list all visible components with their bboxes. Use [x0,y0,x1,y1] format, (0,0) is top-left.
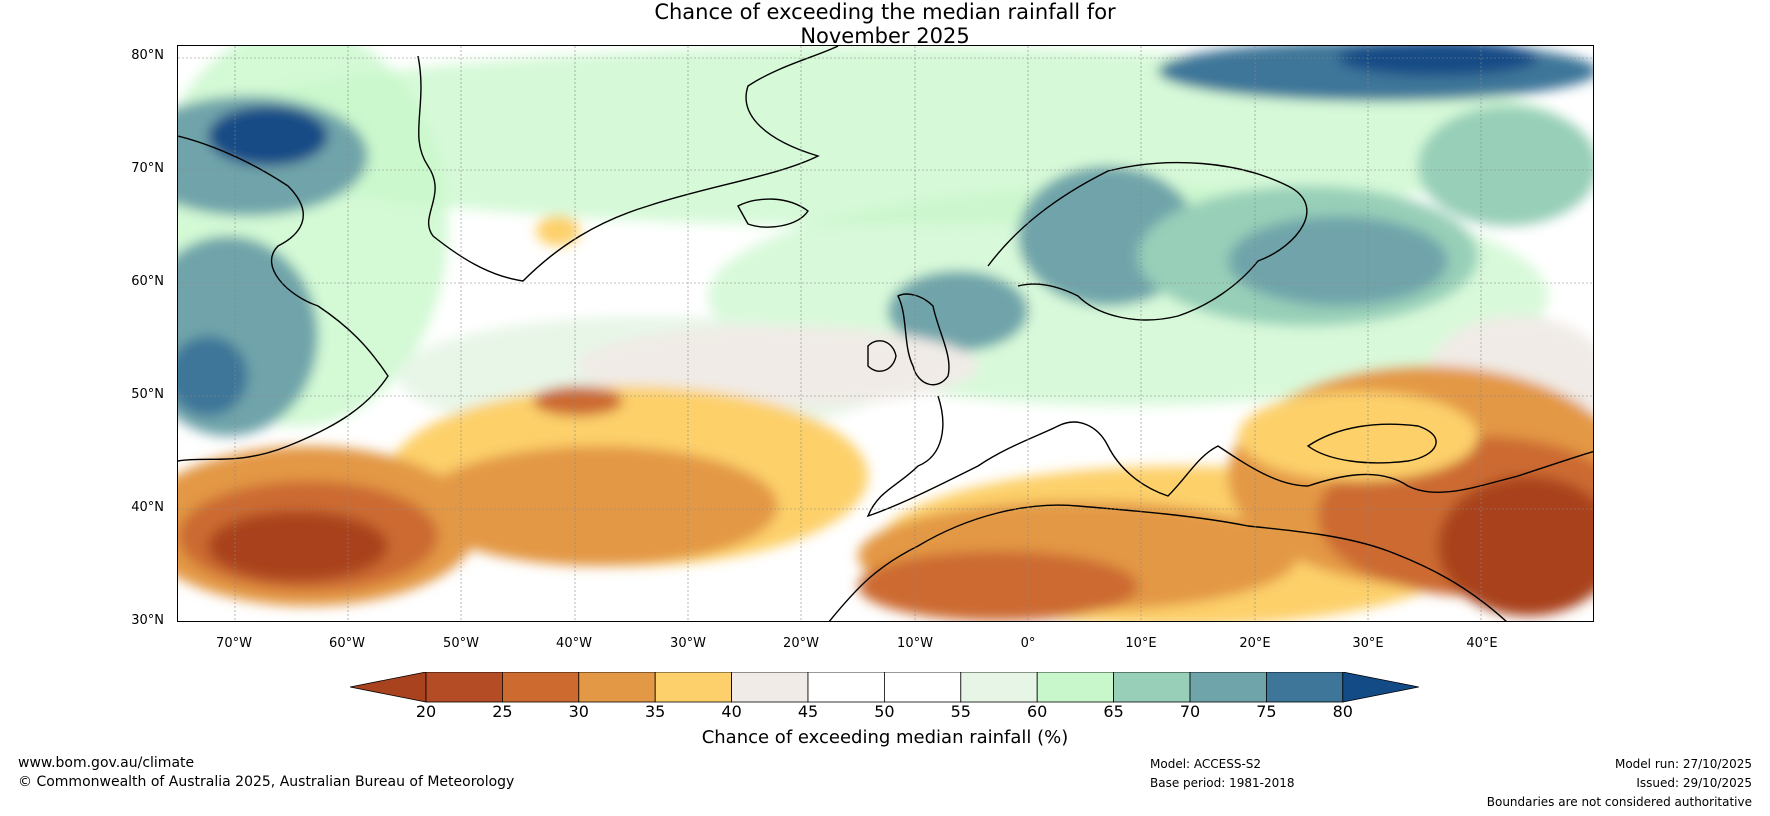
lon-label-0: 0° [1020,636,1036,651]
europe-coast [866,395,1593,518]
colorbar-segment [1036,672,1115,703]
map-panel [177,45,1594,622]
colorbar-segment [654,672,733,703]
colorbar-tick-label: 75 [1256,702,1277,721]
lon-label-10e: 10°E [1125,636,1157,651]
footer-issued: Issued: 29/10/2025 [1636,776,1752,790]
colorbar-tick-label: 45 [797,702,819,721]
colorbar-extend-high [1342,672,1419,703]
colorbar-segment [807,672,885,703]
lon-label-40e: 40°E [1466,636,1498,651]
footer-website[interactable]: www.bom.gov.au/climate [18,755,195,771]
lat-label-70n: 70°N [131,161,164,176]
colorbar-tick-label: 30 [568,702,589,721]
lon-label-30e: 30°E [1352,636,1384,651]
colorbar-tick-label: 50 [874,702,895,721]
lon-label-70w: 70°W [216,636,252,651]
lat-label-60n: 60°N [131,274,164,289]
colorbar-segment [731,672,809,703]
iceland-coast [737,198,809,228]
lon-label-60w: 60°W [329,636,365,651]
colorbar-tick-label: 70 [1179,702,1201,721]
scandinavia-coast [987,161,1308,321]
colorbar-title: Chance of exceeding median rainfall (%) [701,727,1069,748]
lat-label-30n: 30°N [131,613,164,628]
canada-coast [178,135,389,462]
colorbar-segment [884,672,962,703]
colorbar-segment [578,672,656,703]
colorbar-segments [350,672,1419,703]
title-line-1: Chance of exceeding the median rainfall … [654,0,1116,24]
lat-label-40n: 40°N [131,500,164,515]
colorbar-tick-label: 25 [492,702,513,721]
colorbar-segment [501,672,580,703]
lat-label-80n: 80°N [131,48,164,63]
chart-title: Chance of exceeding the median rainfall … [0,0,1770,48]
colorbar-segment [1266,672,1344,703]
colorbar-tick-label: 40 [721,702,742,721]
lon-label-10w: 10°W [897,636,933,651]
colorbar-tick-label: 80 [1332,702,1353,721]
greenland-coast [417,46,839,282]
footer-model: Model: ACCESS-S2 [1150,757,1262,771]
north-africa-coast [828,504,1507,621]
colorbar-segment [425,672,503,703]
ireland-coast [867,340,897,372]
lon-label-40w: 40°W [556,636,592,651]
uk-coast [897,293,950,386]
colorbar-segment [1113,672,1191,703]
colorbar-tick-label: 35 [645,702,666,721]
colorbar [350,672,1419,703]
footer-model-run: Model run: 27/10/2025 [1614,757,1752,771]
rainfall-field [178,46,1593,621]
lon-label-20w: 20°W [783,636,819,651]
footer-disclaimer: Boundaries are not considered authoritat… [1486,795,1752,809]
lon-label-50w: 50°W [443,636,479,651]
footer-copyright: © Commonwealth of Australia 2025, Austra… [18,774,515,790]
lon-label-30w: 30°W [670,636,706,651]
gridlines [178,46,1593,621]
lat-label-50n: 50°N [131,387,164,402]
colorbar-segment [1189,672,1267,703]
footer-base-period: Base period: 1981-2018 [1150,776,1295,790]
colorbar-tick-label: 60 [1027,702,1048,721]
colorbar-tick-label: 65 [1103,702,1124,721]
lon-label-20e: 20°E [1239,636,1271,651]
colorbar-extend-low [350,672,427,703]
coastlines [178,46,1593,621]
map-svg [178,46,1593,621]
colorbar-segment [960,672,1038,703]
title-line-2: November 2025 [800,24,970,48]
colorbar-tick-label: 20 [415,702,437,721]
black-sea-coast [1306,423,1437,464]
colorbar-tick-label: 55 [950,702,971,721]
